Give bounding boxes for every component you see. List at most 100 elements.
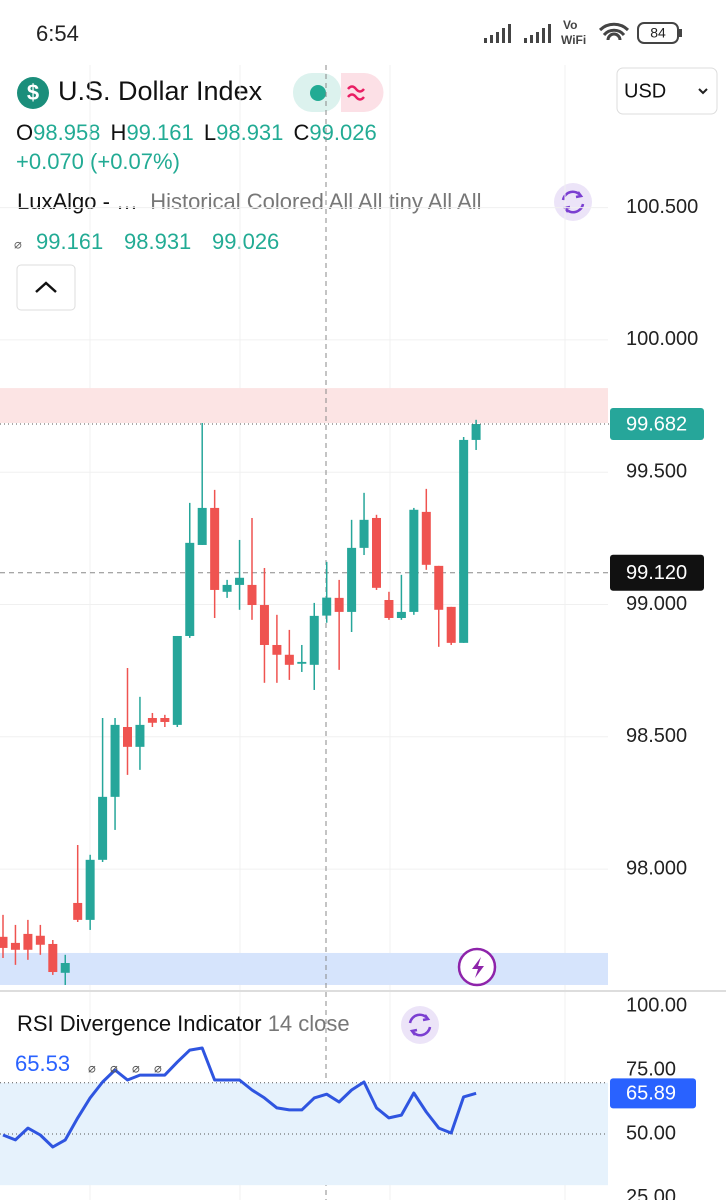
vo-label: Vo bbox=[563, 18, 577, 32]
currency-label: USD bbox=[624, 80, 666, 102]
refresh-icon bbox=[561, 190, 585, 214]
y-tick-label: 100.500 bbox=[626, 196, 698, 218]
battery-level: 84 bbox=[650, 25, 666, 41]
market-open-dot bbox=[310, 85, 326, 101]
ohlc-value: 98.958 bbox=[33, 120, 100, 145]
candle-body bbox=[123, 726, 132, 747]
candle-body bbox=[85, 859, 95, 920]
indicator-name: LuxAlgo - … bbox=[17, 189, 138, 214]
collapse-button[interactable] bbox=[16, 264, 76, 311]
candle-body bbox=[135, 724, 145, 747]
price-change: +0.070 (+0.07%) bbox=[16, 149, 180, 174]
candle-body bbox=[210, 507, 220, 590]
y-tick-label: 75.00 bbox=[626, 1058, 676, 1080]
candle-body bbox=[396, 611, 406, 618]
rsi-legend[interactable]: RSI Divergence Indicator 14 close bbox=[17, 1011, 350, 1036]
candle-body bbox=[359, 519, 369, 548]
candle-body bbox=[309, 615, 319, 665]
data-status[interactable] bbox=[341, 73, 384, 112]
candle-body bbox=[459, 439, 469, 643]
candle-body bbox=[471, 424, 481, 440]
candle-body bbox=[197, 507, 207, 545]
y-tick-label: 25.00 bbox=[626, 1186, 676, 1200]
candle-body bbox=[73, 902, 83, 920]
candle-body bbox=[110, 724, 120, 797]
ohlc-line: O98.958 H99.161 L98.931 C99.026 bbox=[16, 120, 377, 145]
candle-body bbox=[372, 517, 381, 588]
rsi-crosshair-value: 65.53 bbox=[15, 1051, 70, 1076]
candle-body bbox=[60, 963, 70, 973]
rsi-last-box bbox=[610, 1078, 696, 1109]
last-price-label: 99.682 bbox=[626, 413, 687, 435]
wifi-icon bbox=[598, 22, 630, 41]
symbol-icon-glyph: $ bbox=[27, 80, 39, 105]
candle-body bbox=[272, 644, 282, 655]
ohlc-value: 99.161 bbox=[126, 120, 193, 145]
indicator-value: 99.026 bbox=[212, 229, 279, 254]
candle-body bbox=[284, 654, 294, 665]
indicator-value: 98.931 bbox=[124, 229, 191, 254]
rsi-settings-button[interactable] bbox=[401, 1006, 439, 1044]
indicator-marker: ⌀ bbox=[14, 236, 22, 251]
candle-body bbox=[10, 942, 20, 950]
divergence-marker: ⌀ bbox=[88, 1060, 96, 1075]
y-tick-label: 99.000 bbox=[626, 593, 687, 615]
ohlc-label: H bbox=[111, 120, 127, 145]
rsi-last-label: 65.89 bbox=[626, 1083, 676, 1105]
candle-body bbox=[384, 599, 394, 618]
rsi-line bbox=[2, 1046, 477, 1149]
candle-body bbox=[434, 565, 444, 610]
refresh-icon bbox=[408, 1013, 432, 1037]
lightning-icon bbox=[472, 957, 484, 978]
symbol-title[interactable]: U.S. Dollar Index bbox=[58, 76, 263, 106]
rsi-subtitle: 14 close bbox=[268, 1011, 350, 1036]
candle-body bbox=[98, 796, 108, 860]
ohlc-label: C bbox=[294, 120, 310, 145]
y-tick-label: 98.500 bbox=[626, 725, 687, 747]
candle-body bbox=[421, 511, 431, 565]
candle-body bbox=[0, 936, 8, 948]
candle-body bbox=[222, 584, 232, 592]
y-tick-label: 98.000 bbox=[626, 857, 687, 879]
y-tick-label: 100.00 bbox=[626, 994, 687, 1016]
ohlc-label: L bbox=[204, 120, 216, 145]
currency-chevron bbox=[698, 88, 708, 95]
candle-body bbox=[446, 606, 456, 643]
status-time: 6:54 bbox=[36, 21, 79, 46]
candle-body bbox=[147, 718, 157, 723]
last-price-box bbox=[610, 408, 704, 441]
zone bbox=[0, 952, 608, 985]
candle-body bbox=[297, 661, 307, 664]
ohlc-label: O bbox=[16, 120, 33, 145]
y-tick-label: 99.500 bbox=[626, 460, 687, 482]
candle-body bbox=[322, 597, 332, 616]
candle-body bbox=[347, 547, 357, 612]
ohlc-value: 98.931 bbox=[216, 120, 283, 145]
candle-body bbox=[35, 935, 45, 945]
battery-icon bbox=[637, 22, 679, 44]
divergence-marker: ⌀ bbox=[154, 1060, 162, 1075]
indicator-settings-button[interactable] bbox=[554, 183, 592, 221]
candle-body bbox=[235, 577, 245, 585]
indicator-legend[interactable]: LuxAlgo - … Historical Colored All All t… bbox=[17, 189, 482, 214]
divergence-marker: ⌀ bbox=[110, 1060, 118, 1075]
currency-select[interactable] bbox=[616, 67, 718, 115]
divergence-marker: ⌀ bbox=[132, 1060, 140, 1075]
delayed-icon bbox=[347, 85, 365, 101]
plot-layer bbox=[0, 65, 610, 1200]
indicator-value: 99.161 bbox=[36, 229, 103, 254]
candle-body bbox=[160, 718, 170, 722]
rsi-plot bbox=[0, 1046, 608, 1186]
zone bbox=[0, 388, 608, 423]
collapse-chevron bbox=[35, 281, 57, 293]
candle-body bbox=[185, 542, 195, 636]
ohlc-value: 99.026 bbox=[309, 120, 376, 145]
crosshair-price-box bbox=[610, 554, 704, 591]
candle-body bbox=[247, 584, 257, 606]
candle-body bbox=[334, 597, 344, 612]
candle-body bbox=[172, 635, 182, 725]
y-tick-label: 50.00 bbox=[626, 1122, 676, 1144]
